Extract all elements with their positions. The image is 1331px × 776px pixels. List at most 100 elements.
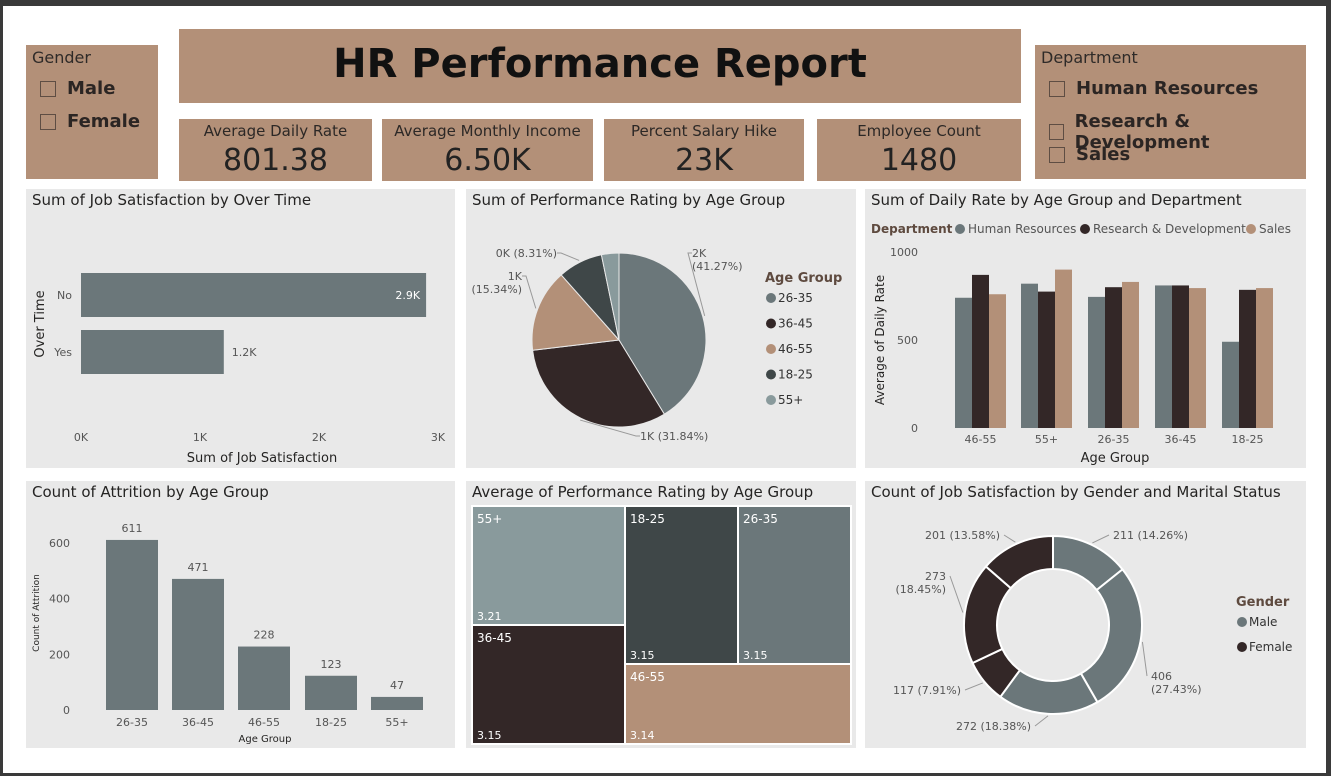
chart-title: Sum of Performance Rating by Age Group <box>472 191 786 209</box>
legend-title: Department <box>871 222 953 236</box>
legend-marker <box>1237 617 1247 627</box>
department-option-hr[interactable]: Human Resources <box>1049 78 1258 99</box>
gender-option-male[interactable]: Male <box>40 78 115 99</box>
x-axis-title: Sum of Job Satisfaction <box>187 451 337 466</box>
legend-marker <box>1246 224 1256 234</box>
report-title: HR Performance Report <box>333 41 867 87</box>
slice-label: 211 (14.26%) <box>1113 529 1188 542</box>
window-frame-left <box>0 0 3 776</box>
job-sat-donut-chart: 211 (14.26%) 406 (27.43%) 272 (18.38%) 117 (… <box>893 529 1292 733</box>
sales-label: Sales <box>1076 144 1131 165</box>
x-tick-label: 46-55 <box>248 716 280 729</box>
y-axis-title: Over Time <box>33 290 48 357</box>
treemap-tile <box>624 663 852 745</box>
department-slicer: Department Human Resources Research & De… <box>1035 45 1306 179</box>
chart-title: Average of Performance Rating by Age Gro… <box>472 483 814 501</box>
performance-treemap: 55+ 3.21 18-25 3.15 26-35 3.15 36-45 3.15 46-55 3… <box>471 505 852 745</box>
x-tick-label: 36-45 <box>1165 433 1197 446</box>
data-label: 611 <box>122 522 143 535</box>
rd-checkbox[interactable] <box>1049 124 1064 140</box>
data-label: 228 <box>254 629 275 642</box>
y-tick-label: 1000 <box>890 246 918 259</box>
tile-value: 3.15 <box>630 649 655 662</box>
bar <box>81 330 224 374</box>
legend-marker <box>1237 642 1247 652</box>
gender-option-female[interactable]: Female <box>40 111 140 132</box>
performance-rating-pie-panel: Sum of Performance Rating by Age Group 2… <box>466 189 856 468</box>
window-frame-bottom <box>0 773 1331 776</box>
slice-label: 1K (31.84%) <box>640 430 708 443</box>
y-axis-title: Count of Attrition <box>32 574 42 652</box>
card-value: 6.50K <box>444 143 531 178</box>
x-tick-label: 55+ <box>1035 433 1058 446</box>
leader-line <box>1141 641 1148 677</box>
slice-label: 406 (27.43%) <box>1151 670 1202 696</box>
legend-title: Age Group <box>765 271 842 286</box>
slice-label: 273 (18.45%) <box>895 570 946 596</box>
leader-line <box>1034 715 1049 727</box>
y-tick-label: 0 <box>63 704 70 717</box>
bar <box>1021 283 1038 428</box>
window-frame-top <box>0 0 1331 6</box>
male-checkbox[interactable] <box>40 80 56 97</box>
x-tick-label: 2K <box>312 431 327 444</box>
x-tick-label: 26-35 <box>116 716 148 729</box>
donut-slice <box>984 534 1054 590</box>
pie-slice <box>532 339 666 428</box>
data-label: 2.9K <box>395 289 420 302</box>
slice-label: 2K (41.27%) <box>692 247 743 273</box>
y-tick-label: 600 <box>49 537 70 550</box>
card-value: 801.38 <box>223 143 328 178</box>
data-label: 471 <box>188 561 209 574</box>
chart-title: Count of Job Satisfaction by Gender and … <box>871 483 1281 501</box>
legend-label: Male <box>1249 615 1277 629</box>
job-satisfaction-overtime-panel: Sum of Job Satisfaction by Over Time No 2… <box>26 189 455 468</box>
slice-label: 201 (13.58%) <box>925 529 1000 542</box>
legend-label: Sales <box>1259 222 1291 236</box>
hr-label: Human Resources <box>1076 78 1259 99</box>
gender-slicer: Gender Male Female <box>26 45 158 179</box>
daily-rate-panel: Sum of Daily Rate by Age Group and Depar… <box>865 189 1306 468</box>
department-option-rd[interactable]: Research & Development <box>1049 111 1306 153</box>
x-tick-label: 3K <box>431 431 446 444</box>
bar <box>1155 285 1172 428</box>
data-label: 1.2K <box>232 346 257 359</box>
legend-marker <box>766 369 776 380</box>
y-tick-label: 0 <box>911 422 918 435</box>
tile-label: 18-25 <box>630 512 665 526</box>
category-label: No <box>57 289 72 302</box>
x-tick-label: 36-45 <box>182 716 214 729</box>
department-option-sales[interactable]: Sales <box>1049 144 1130 165</box>
female-checkbox[interactable] <box>40 113 56 130</box>
legend-marker <box>955 224 965 234</box>
pie-slice <box>531 274 621 351</box>
legend-marker <box>766 344 776 354</box>
hr-checkbox[interactable] <box>1049 80 1065 97</box>
tile-value: 3.15 <box>477 729 502 742</box>
card-average-daily-rate: Average Daily Rate 801.38 <box>179 119 372 181</box>
tile-value: 3.15 <box>743 649 768 662</box>
bar <box>989 294 1006 428</box>
treemap-tile <box>471 624 626 745</box>
leader-line <box>964 682 983 691</box>
department-slicer-title: Department <box>1041 48 1138 67</box>
y-tick-label: 500 <box>897 334 918 347</box>
card-label: Average Monthly Income <box>394 122 581 140</box>
leader-line <box>949 575 964 613</box>
pie-slice <box>600 252 620 341</box>
x-tick-label: 26-35 <box>1098 433 1130 446</box>
card-average-monthly-income: Average Monthly Income 6.50K <box>382 119 593 181</box>
card-label: Employee Count <box>857 122 981 140</box>
attrition-chart: 0 200 400 600 611 26-35 471 36-45 228 46-55 123 18-… <box>32 522 423 745</box>
bar <box>1088 296 1105 428</box>
bar <box>81 273 427 317</box>
x-tick-label: 1K <box>193 431 208 444</box>
y-tick-label: 200 <box>49 648 70 661</box>
x-tick-label: 46-55 <box>965 433 997 446</box>
legend-title: Gender <box>1236 595 1290 610</box>
pie-slice <box>618 252 707 415</box>
bar <box>1189 288 1206 428</box>
performance-rating-pie-chart: 2K (41.27%) 1K (31.84%) 1K (15.34%) 0K (8.31%… <box>471 247 842 443</box>
card-value: 23K <box>675 143 733 178</box>
sales-checkbox[interactable] <box>1049 146 1065 163</box>
